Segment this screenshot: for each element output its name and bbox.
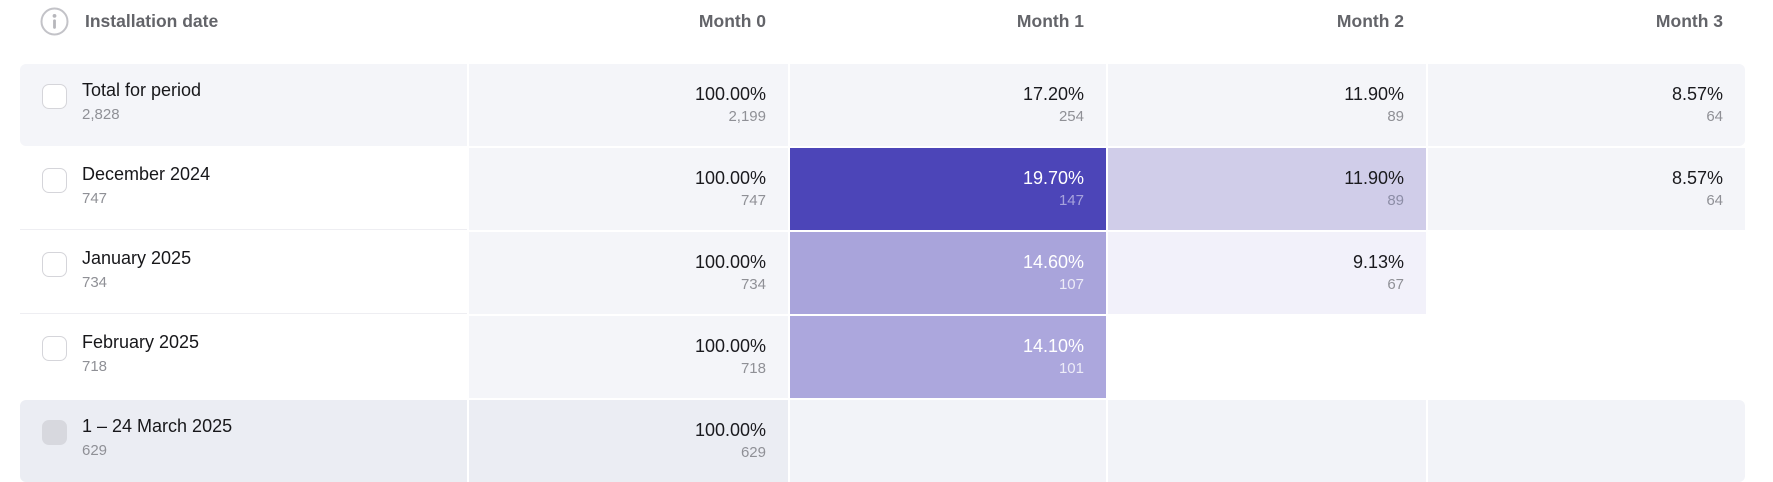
cell-count: 147 — [1058, 192, 1084, 209]
cell-percent: 100.00% — [694, 168, 766, 188]
row-total-count: 734 — [82, 274, 108, 291]
table-row-february-2025: February 2025 718 100.00% 718 14.10% 101 — [20, 316, 1773, 398]
info-icon[interactable] — [40, 7, 69, 41]
row-total-count: 629 — [82, 442, 108, 459]
row-total-count: 2,828 — [82, 106, 120, 123]
cell-count: 107 — [1058, 276, 1084, 293]
cell-month-2: 11.90% 89 — [1108, 148, 1426, 230]
row-label-cell: January 2025 734 — [20, 232, 467, 314]
row-label: February 2025 — [82, 332, 200, 352]
column-header-month-3: Month 3 — [1655, 11, 1723, 31]
cell-month-3-empty — [1428, 232, 1745, 314]
cell-percent: 17.20% — [1022, 84, 1084, 104]
cell-month-2-empty — [1108, 400, 1426, 482]
cell-count: 747 — [740, 192, 766, 209]
row-total-count: 718 — [82, 358, 108, 375]
cell-count: 64 — [1706, 192, 1723, 209]
table-row-december-2024: December 2024 747 100.00% 747 19.70% 147… — [20, 148, 1773, 230]
row-total-count: 747 — [82, 190, 108, 207]
cell-month-0: 100.00% 718 — [469, 316, 788, 398]
cell-month-0: 100.00% 747 — [469, 148, 788, 230]
cell-month-2: 9.13% 67 — [1108, 232, 1426, 314]
cell-percent: 100.00% — [694, 252, 766, 272]
cell-percent: 100.00% — [694, 420, 766, 440]
cell-count: 629 — [740, 444, 766, 461]
row-label: January 2025 — [82, 248, 192, 268]
cell-percent: 14.60% — [1022, 252, 1084, 272]
row-label: Total for period — [82, 80, 202, 100]
row-label-cell: February 2025 718 — [20, 316, 467, 398]
cell-month-1: 19.70% 147 — [790, 148, 1106, 230]
cell-percent: 11.90% — [1344, 168, 1404, 188]
cell-percent: 8.57% — [1671, 84, 1723, 104]
cell-count: 2,199 — [728, 108, 766, 125]
table-row-total: Total for period 2,828 100.00% 2,199 17.… — [20, 64, 1773, 146]
cell-month-3-empty — [1428, 316, 1745, 398]
row-checkbox[interactable] — [42, 336, 67, 361]
row-label-cell: 1 – 24 March 2025 629 — [20, 400, 467, 482]
table: Installation date Month 0 Month 1 Month … — [20, 0, 1773, 482]
row-label-cell: December 2024 747 — [20, 148, 467, 230]
row-checkbox[interactable] — [42, 168, 67, 193]
cell-month-2-empty — [1108, 316, 1426, 398]
table-header-row: Installation date Month 0 Month 1 Month … — [20, 0, 1773, 62]
cell-month-3: 8.57% 64 — [1428, 64, 1745, 146]
cell-count: 64 — [1706, 108, 1723, 125]
cell-month-1: 14.10% 101 — [790, 316, 1106, 398]
cell-count: 89 — [1387, 108, 1404, 125]
cell-count: 718 — [740, 360, 766, 377]
cell-percent: 11.90% — [1344, 84, 1404, 104]
cell-percent: 19.70% — [1022, 168, 1084, 188]
cell-month-3-empty — [1428, 400, 1745, 482]
cell-month-1: 14.60% 107 — [790, 232, 1106, 314]
row-label: 1 – 24 March 2025 — [82, 416, 233, 436]
cell-count: 89 — [1387, 192, 1404, 209]
cell-percent: 8.57% — [1671, 168, 1723, 188]
cell-count: 254 — [1058, 108, 1084, 125]
cell-month-2: 11.90% 89 — [1108, 64, 1426, 146]
cell-count: 67 — [1387, 276, 1404, 293]
cell-count: 734 — [740, 276, 766, 293]
row-label-cell: Total for period 2,828 — [20, 64, 467, 146]
installation-date-header: Installation date — [85, 11, 219, 31]
cell-count: 101 — [1058, 360, 1084, 377]
cell-month-0: 100.00% 629 — [469, 400, 788, 482]
column-header-month-2: Month 2 — [1336, 11, 1404, 31]
row-checkbox[interactable] — [42, 84, 67, 109]
column-header-month-1: Month 1 — [1016, 11, 1084, 31]
cell-percent: 9.13% — [1352, 252, 1404, 272]
column-header-month-0: Month 0 — [698, 11, 766, 31]
cell-month-1-empty — [790, 400, 1106, 482]
table-row-january-2025: January 2025 734 100.00% 734 14.60% 107 … — [20, 232, 1773, 314]
cell-month-1: 17.20% 254 — [790, 64, 1106, 146]
installation-date-header-cell: Installation date — [20, 0, 467, 62]
cell-month-0: 100.00% 2,199 — [469, 64, 788, 146]
cell-month-0: 100.00% 734 — [469, 232, 788, 314]
cell-percent: 14.10% — [1022, 336, 1084, 356]
row-label: December 2024 — [82, 164, 211, 184]
cell-percent: 100.00% — [694, 84, 766, 104]
row-checkbox[interactable] — [42, 420, 67, 445]
row-checkbox[interactable] — [42, 252, 67, 277]
cell-percent: 100.00% — [694, 336, 766, 356]
table-row-march-2025-partial: 1 – 24 March 2025 629 100.00% 629 — [20, 400, 1773, 482]
cell-month-3: 8.57% 64 — [1428, 148, 1745, 230]
